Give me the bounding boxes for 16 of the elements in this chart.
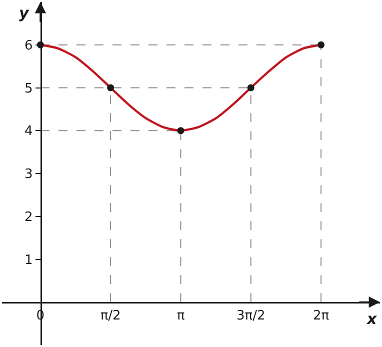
- y-axis-title: y: [19, 4, 30, 22]
- x-tick-label: π: [176, 308, 185, 324]
- y-tick-label: 1: [24, 252, 33, 268]
- x-tick-label: 3π/2: [236, 308, 266, 324]
- y-tick-label: 3: [24, 167, 33, 182]
- x-tick-label: π/2: [100, 308, 121, 324]
- y-tick-label: 6: [24, 38, 33, 54]
- point: [177, 127, 184, 134]
- y-tick-label: 2: [24, 210, 33, 225]
- x-axis-title: x: [366, 310, 378, 328]
- point: [247, 84, 254, 92]
- x-tick-label: 2π: [312, 308, 330, 324]
- point: [318, 41, 325, 48]
- point: [107, 84, 114, 92]
- y-tick-label: 5: [24, 81, 33, 96]
- y-tick-label: 4: [24, 124, 33, 140]
